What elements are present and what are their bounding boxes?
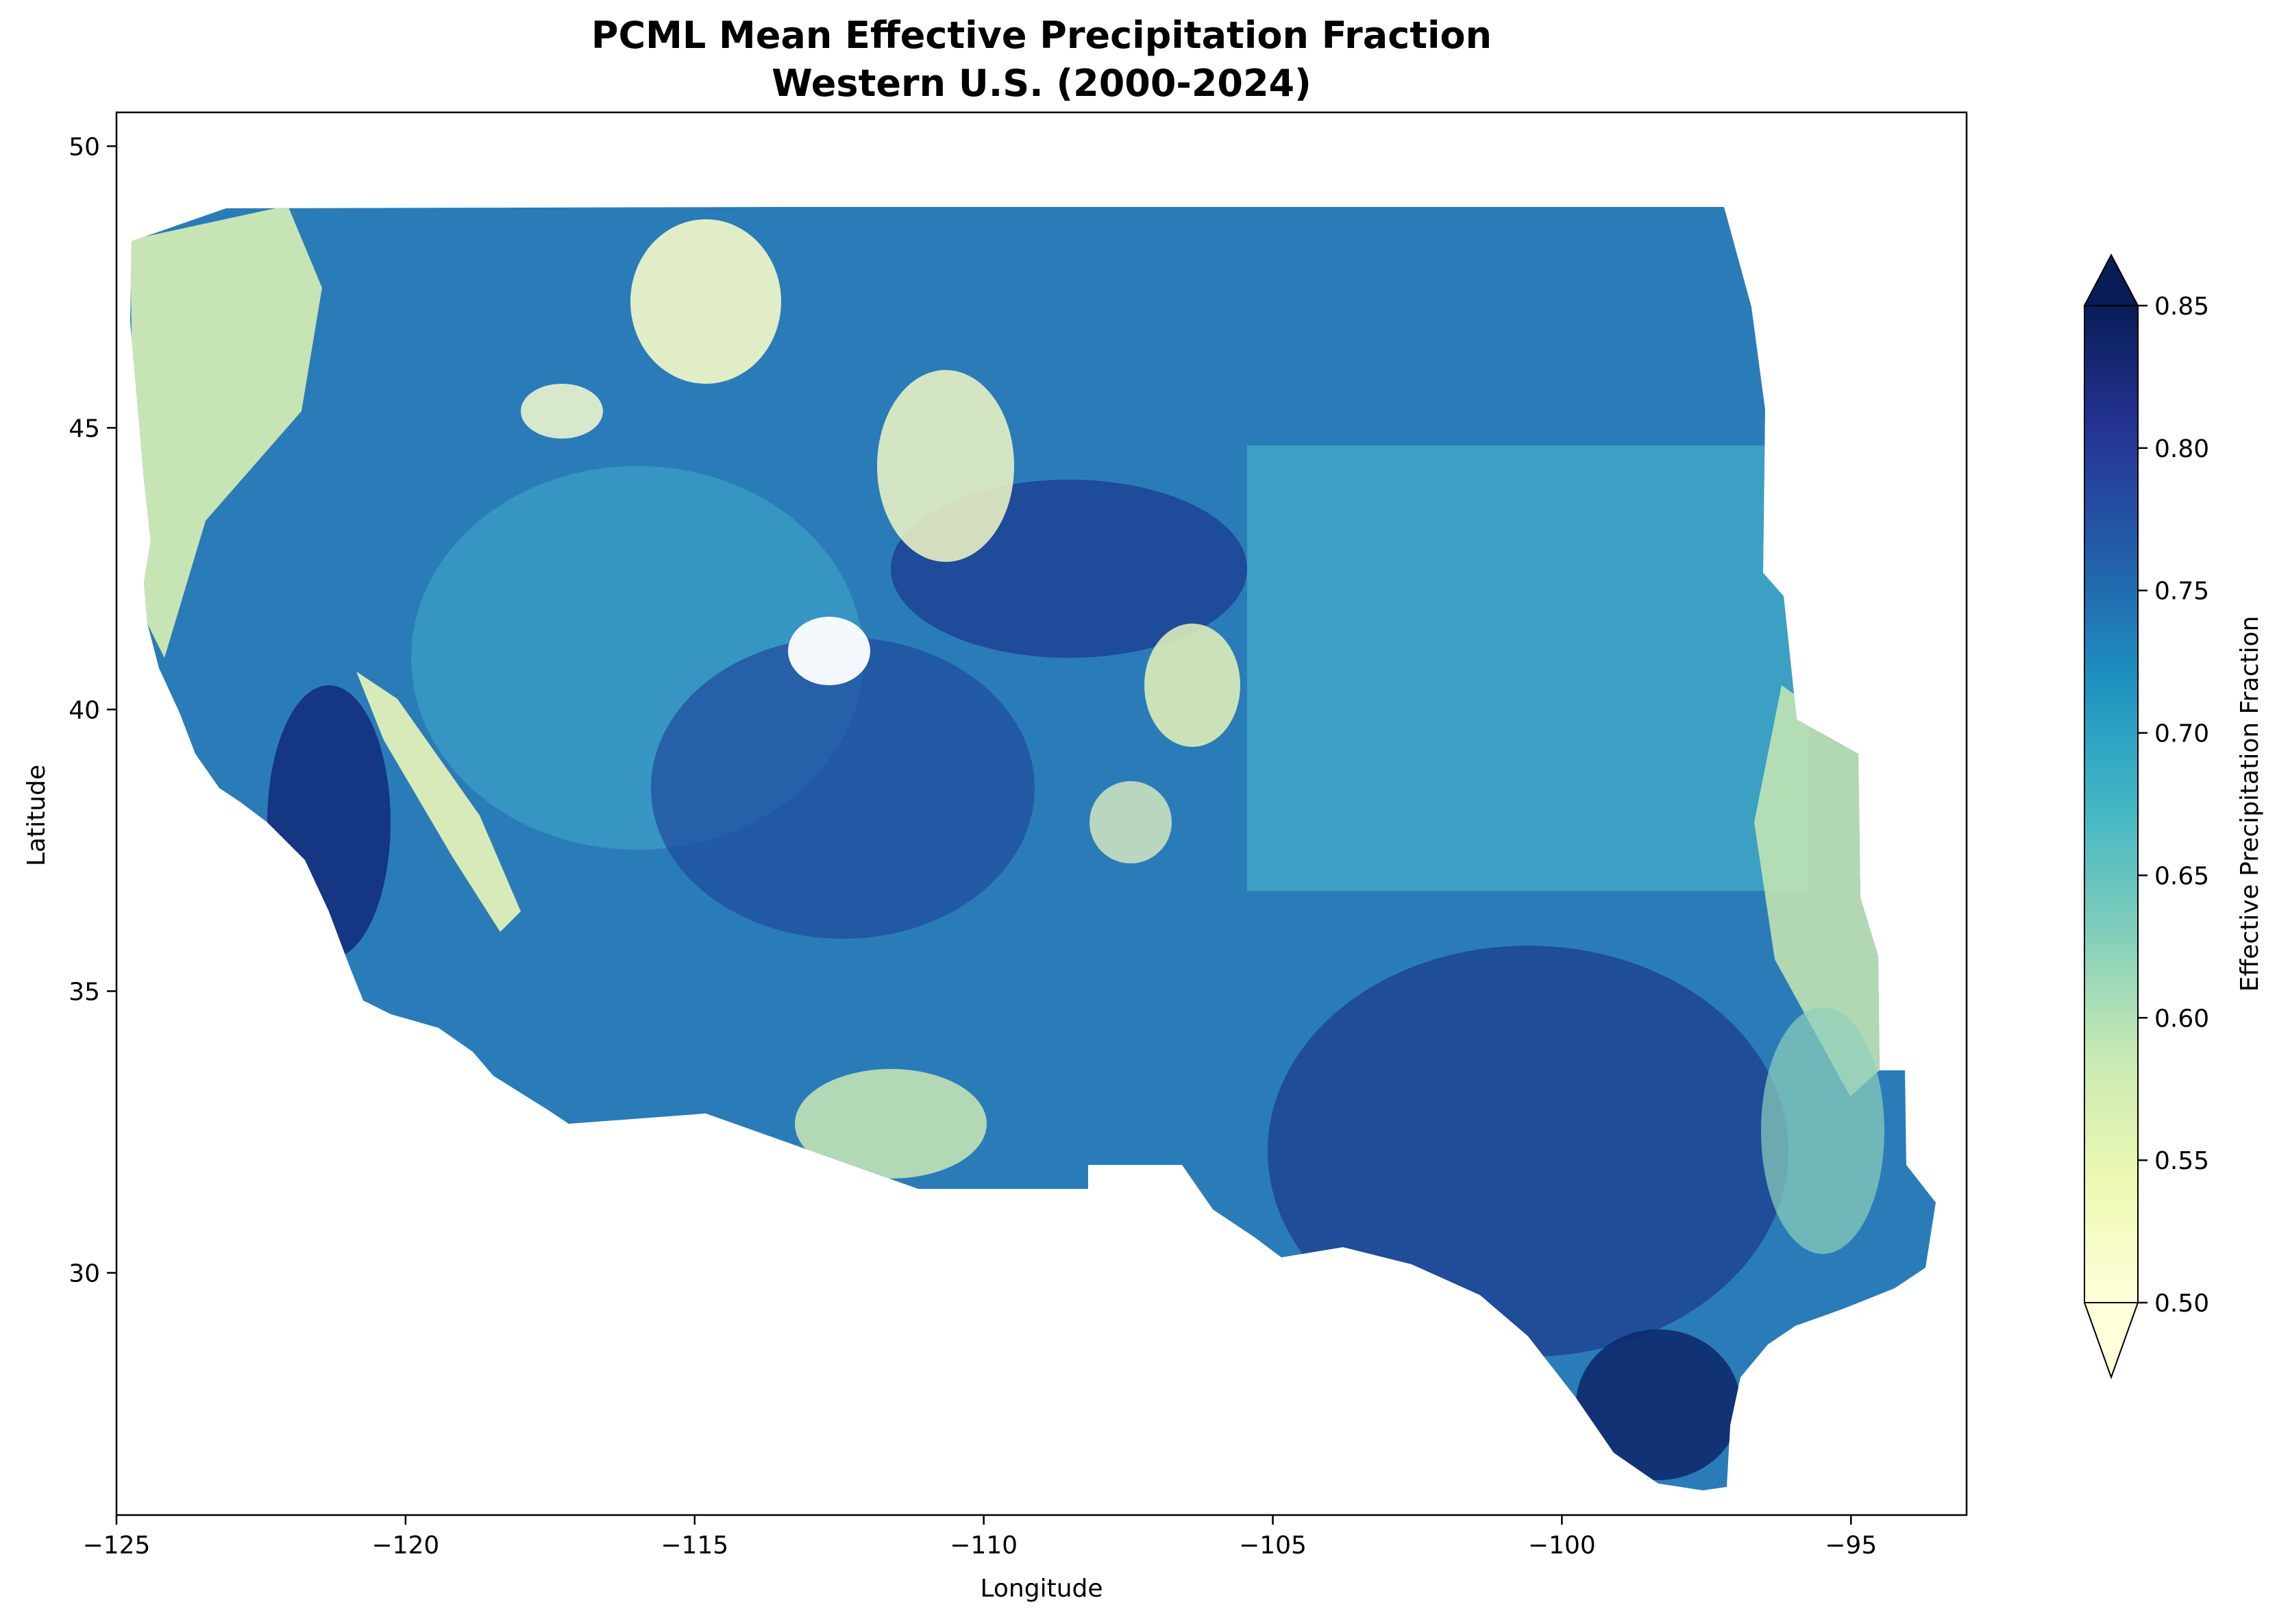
y-tick-label: 40 bbox=[69, 696, 100, 724]
x-tick-label: −110 bbox=[950, 1531, 1018, 1560]
y-tick-label: 50 bbox=[69, 133, 100, 161]
colorbar-extend-max bbox=[2083, 253, 2139, 306]
y-tick-label: 45 bbox=[69, 415, 100, 443]
x-tick-label: −100 bbox=[1528, 1531, 1596, 1560]
precipitation-heatmap bbox=[130, 207, 1936, 1490]
x-tick-label: −105 bbox=[1239, 1531, 1307, 1560]
colorbar-ticks: 0.50 0.55 0.60 0.65 0.70 0.75 0.80 0.85 bbox=[2138, 293, 2209, 1318]
y-axis-label: Latitude bbox=[23, 765, 51, 866]
plot-title-line1: PCML Mean Effective Precipitation Fracti… bbox=[591, 14, 1492, 57]
x-tick-label: −120 bbox=[371, 1531, 439, 1560]
x-axis-ticks: −125 −120 −115 −110 −105 −100 −95 bbox=[83, 1515, 1877, 1560]
colorbar-tick-label: 0.80 bbox=[2154, 435, 2209, 463]
plot-title-line2: Western U.S. (2000-2024) bbox=[772, 62, 1312, 105]
y-tick-label: 35 bbox=[69, 978, 100, 1006]
y-axis-ticks: 30 35 40 45 50 bbox=[69, 133, 116, 1288]
colorbar-tick-label: 0.75 bbox=[2154, 578, 2209, 606]
colorbar-tick-label: 0.85 bbox=[2154, 293, 2209, 321]
colorbar: 0.50 0.55 0.60 0.65 0.70 0.75 0.80 0.85 Effecti… bbox=[2083, 253, 2264, 1379]
x-tick-label: −125 bbox=[83, 1531, 151, 1560]
colorbar-tick-label: 0.50 bbox=[2154, 1290, 2209, 1318]
colorbar-extend-min bbox=[2083, 1302, 2139, 1379]
colorbar-tick-label: 0.55 bbox=[2154, 1147, 2209, 1175]
colorbar-gradient bbox=[2084, 305, 2139, 1303]
x-tick-label: −95 bbox=[1825, 1531, 1877, 1560]
colorbar-label: Effective Precipitation Fraction bbox=[2236, 616, 2264, 992]
x-axis-label: Longitude bbox=[980, 1575, 1103, 1603]
colorbar-tick-label: 0.60 bbox=[2154, 1005, 2209, 1033]
colorbar-tick-label: 0.65 bbox=[2154, 862, 2209, 890]
colorbar-tick-label: 0.70 bbox=[2154, 720, 2209, 748]
x-tick-label: −115 bbox=[661, 1531, 728, 1560]
plot-area-frame bbox=[115, 111, 1968, 1516]
y-tick-label: 30 bbox=[69, 1260, 100, 1288]
